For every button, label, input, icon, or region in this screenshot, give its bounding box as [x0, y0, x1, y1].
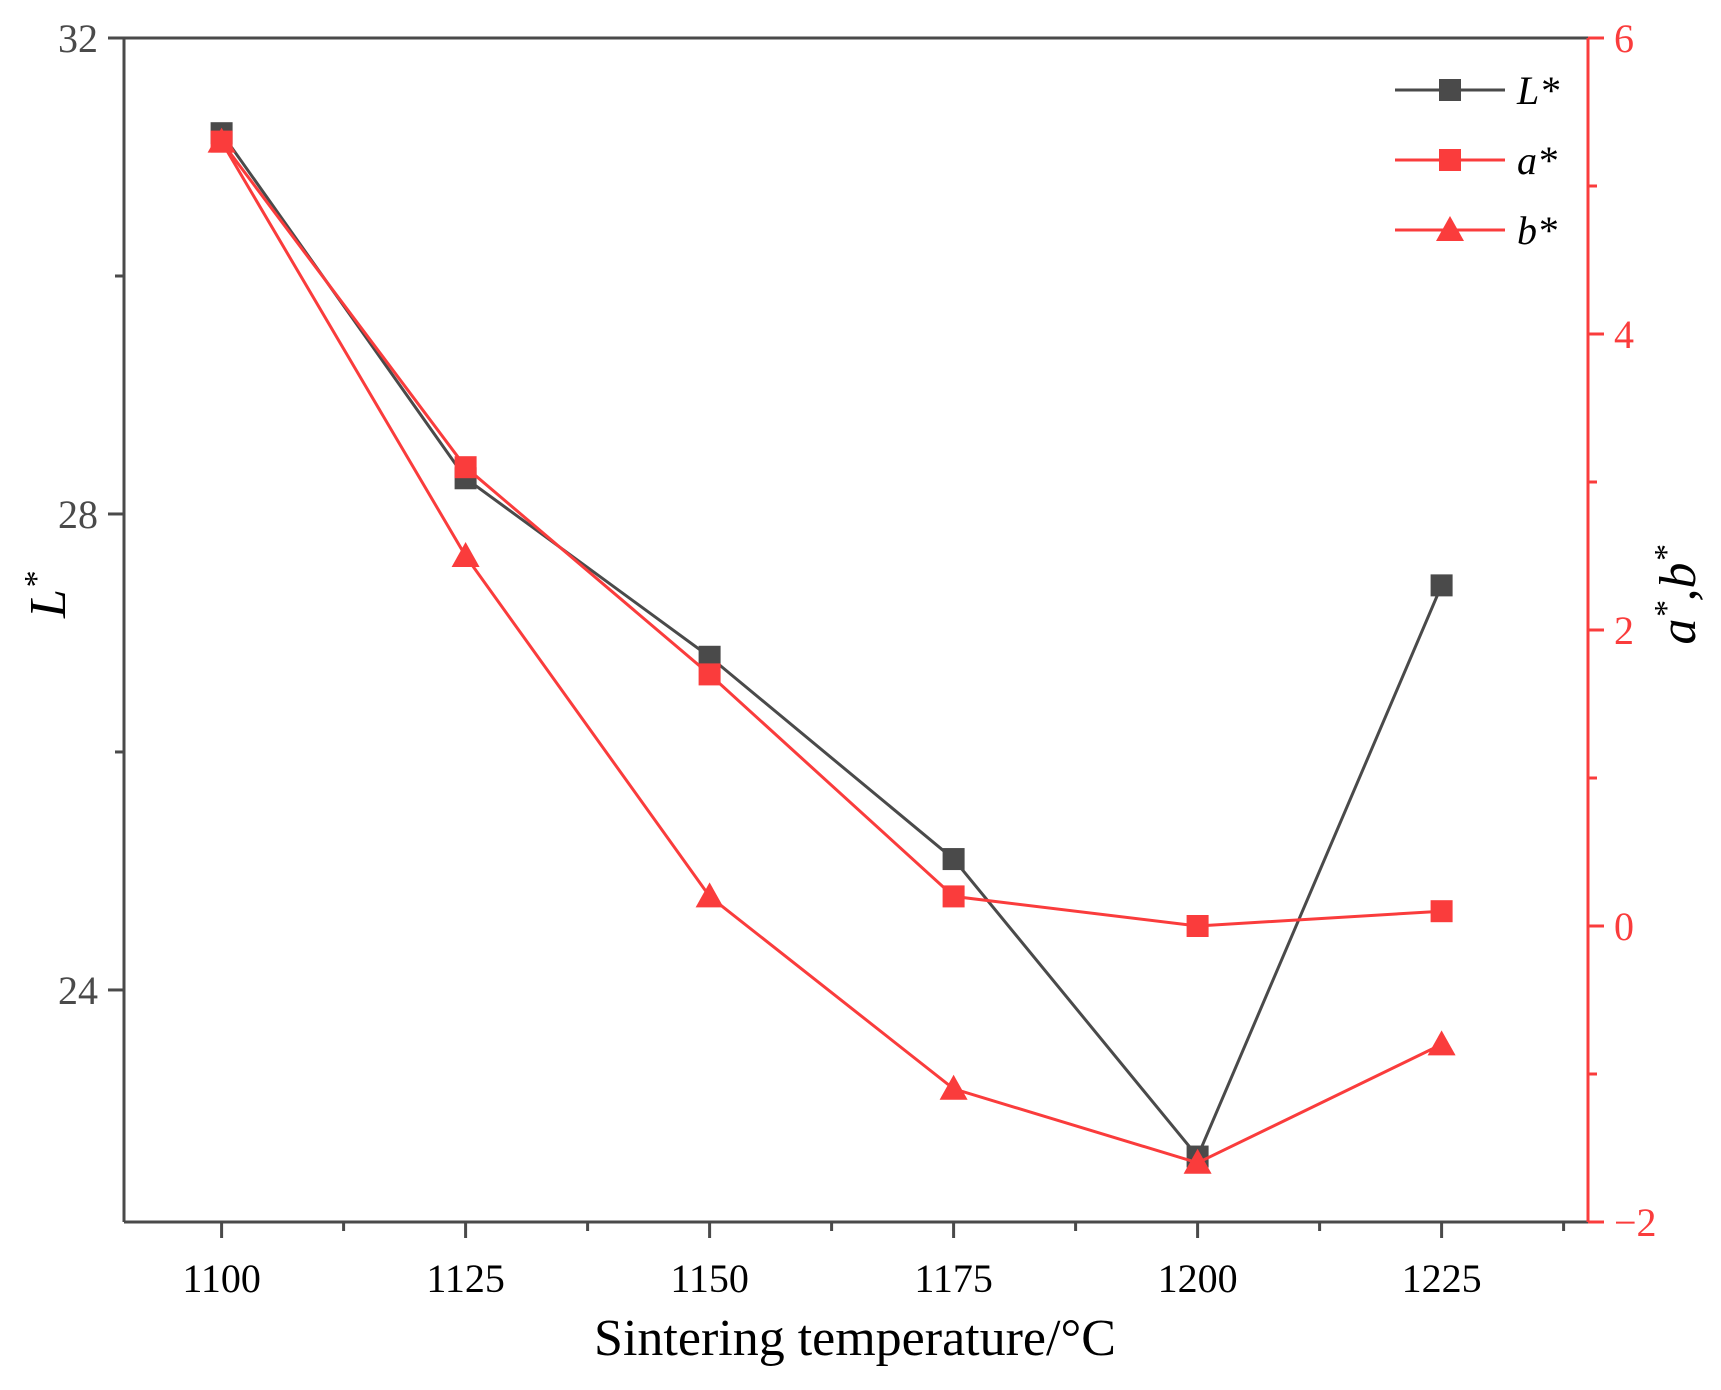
series-line-bstar — [220, 140, 1443, 1165]
data-point-bstar-1225 — [1427, 1030, 1456, 1056]
left-tick-label-24: 24 — [58, 968, 98, 1013]
data-point-astar-1150 — [698, 663, 721, 686]
right-tick-label-6: 6 — [1614, 16, 1634, 61]
legend-label-bstar: b* — [1517, 208, 1557, 253]
data-point-bstar-1125 — [451, 542, 480, 567]
data-point-bstar-1100 — [207, 127, 236, 153]
x-tick-label-1200: 1200 — [1158, 1256, 1238, 1301]
right-tick-label--2: −2 — [1614, 1200, 1657, 1245]
legend: L* a* b* — [1395, 68, 1559, 253]
data-point-astar-1175 — [942, 885, 965, 908]
series-line-Lstar — [220, 132, 1443, 1160]
data-point-bstar-1200 — [1183, 1148, 1212, 1174]
data-point-astar-1200 — [1186, 915, 1209, 937]
legend-marker-Lstar — [1439, 79, 1461, 101]
right-tick-label-4: 4 — [1614, 312, 1634, 357]
legend-label-Lstar: L* — [1516, 68, 1559, 113]
legend-marker-bstar — [1436, 216, 1464, 241]
right-axis-title: a*,b* — [1648, 546, 1707, 645]
left-tick-label-32: 32 — [58, 16, 98, 61]
left-tick-label-28: 28 — [58, 492, 98, 537]
left-axis-title: L* — [18, 572, 77, 619]
legend-label-astar: a* — [1517, 138, 1557, 183]
x-tick-label-1150: 1150 — [670, 1256, 749, 1301]
data-point-astar-1125 — [454, 456, 477, 479]
data-point-bstar-1150 — [695, 882, 724, 908]
data-point-Lstar-1175 — [942, 848, 965, 871]
right-tick-label-2: 2 — [1614, 608, 1634, 653]
data-point-Lstar-1150 — [698, 645, 721, 668]
data-point-bstar-1175 — [939, 1074, 968, 1100]
x-tick-label-1225: 1225 — [1402, 1256, 1482, 1301]
x-tick-label-1100: 1100 — [182, 1256, 261, 1301]
series-line-astar — [220, 140, 1442, 928]
x-tick-label-1175: 1175 — [914, 1256, 993, 1301]
legend-marker-astar — [1439, 149, 1461, 171]
x-axis-title: Sintering temperature/°C — [594, 1310, 1116, 1367]
plot-area — [207, 122, 1456, 1174]
right-tick-label-0: 0 — [1614, 904, 1634, 949]
data-point-astar-1225 — [1430, 900, 1453, 923]
x-tick-label-1125: 1125 — [426, 1256, 505, 1301]
data-point-Lstar-1225 — [1430, 574, 1453, 597]
